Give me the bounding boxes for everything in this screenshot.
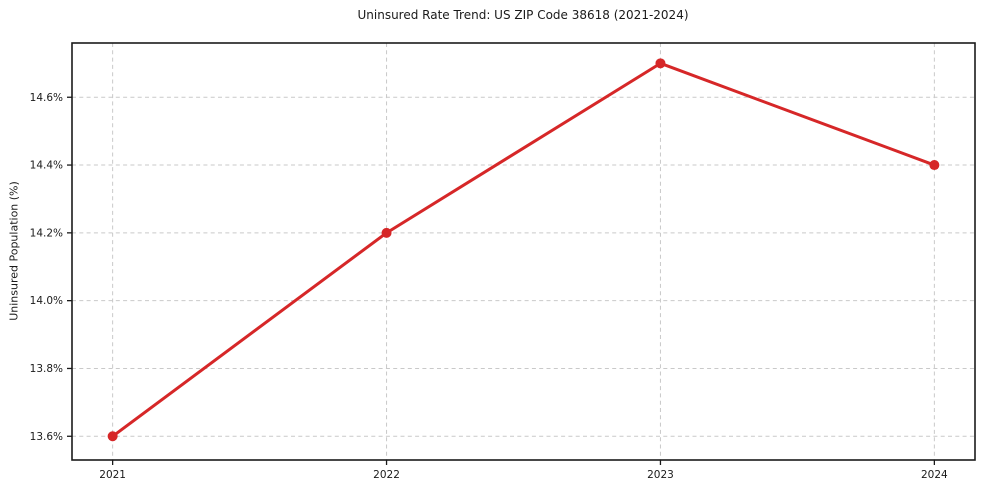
y-tick-label: 13.8% — [30, 363, 63, 375]
y-tick-label: 14.6% — [30, 92, 63, 104]
data-point — [655, 58, 666, 69]
x-tick-label: 2022 — [373, 469, 400, 481]
tick-labels: 13.6% 13.8% 14.0% 14.2% 14.4% 14.6% 2021 2022 20… — [30, 92, 948, 481]
tick-marks — [67, 96, 936, 465]
y-tick-label: 14.2% — [30, 227, 63, 239]
x-tick-label: 2021 — [99, 469, 126, 481]
y-tick-label: 13.6% — [30, 431, 63, 443]
data-point — [929, 160, 940, 171]
trend-line — [111, 61, 935, 438]
chart-title: Uninsured Rate Trend: US ZIP Code 38618 … — [357, 8, 689, 22]
data-point — [381, 227, 392, 238]
plot-border — [71, 42, 976, 461]
y-tick-label: 14.0% — [30, 295, 63, 307]
data-point — [107, 431, 118, 442]
data-point-markers — [107, 58, 940, 442]
gridlines — [72, 43, 975, 460]
x-tick-label: 2023 — [647, 469, 674, 481]
x-tick-label: 2024 — [921, 469, 948, 481]
y-tick-label: 14.4% — [30, 160, 63, 172]
